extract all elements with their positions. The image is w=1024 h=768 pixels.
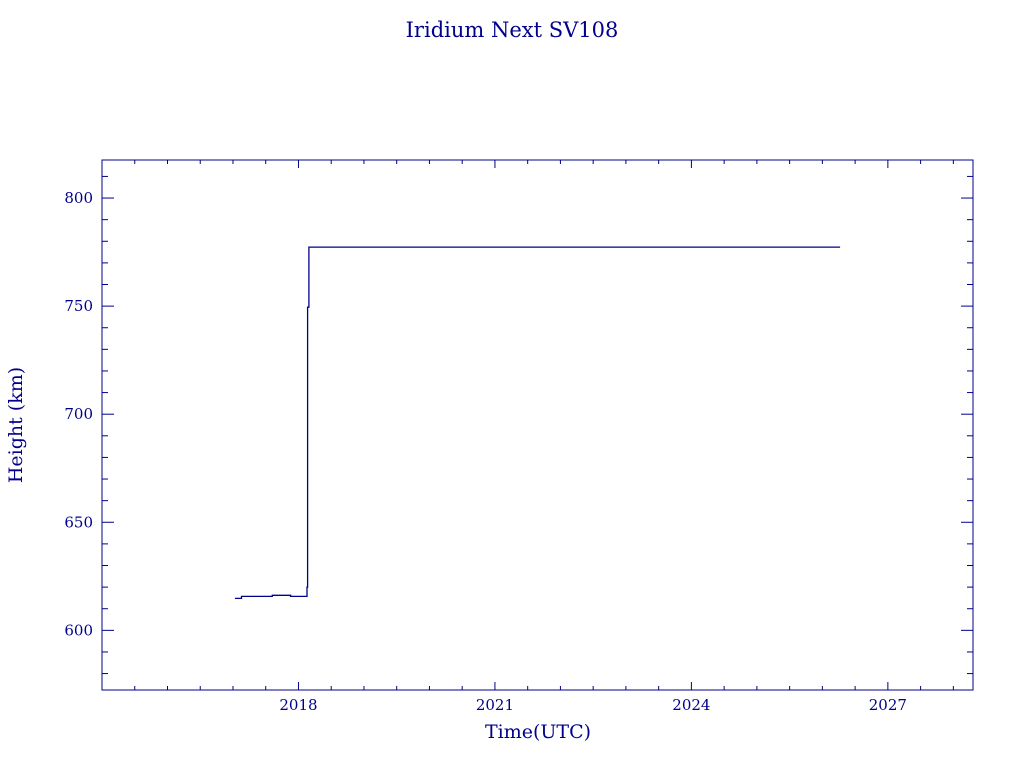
plot-frame <box>101 159 974 691</box>
y-tick-label: 650 <box>64 513 93 531</box>
y-tick-label: 750 <box>64 297 93 315</box>
x-tick-label: 2018 <box>279 696 317 714</box>
y-tick-label: 800 <box>64 189 93 207</box>
chart-title: Iridium Next SV108 <box>406 18 619 42</box>
tick-labels: 2018 2021 2024 2027 600 650 700 750 800 <box>64 189 907 714</box>
series-line <box>234 246 841 600</box>
y-tick-label: 700 <box>64 405 93 423</box>
x-tick-label: 2027 <box>869 696 907 714</box>
axis-ticks <box>101 160 973 690</box>
y-axis-label: Height (km) <box>5 367 27 483</box>
y-tick-label: 600 <box>64 621 93 639</box>
x-axis-label: Time(UTC) <box>485 721 591 743</box>
x-tick-label: 2021 <box>476 696 514 714</box>
x-tick-label: 2024 <box>672 696 710 714</box>
